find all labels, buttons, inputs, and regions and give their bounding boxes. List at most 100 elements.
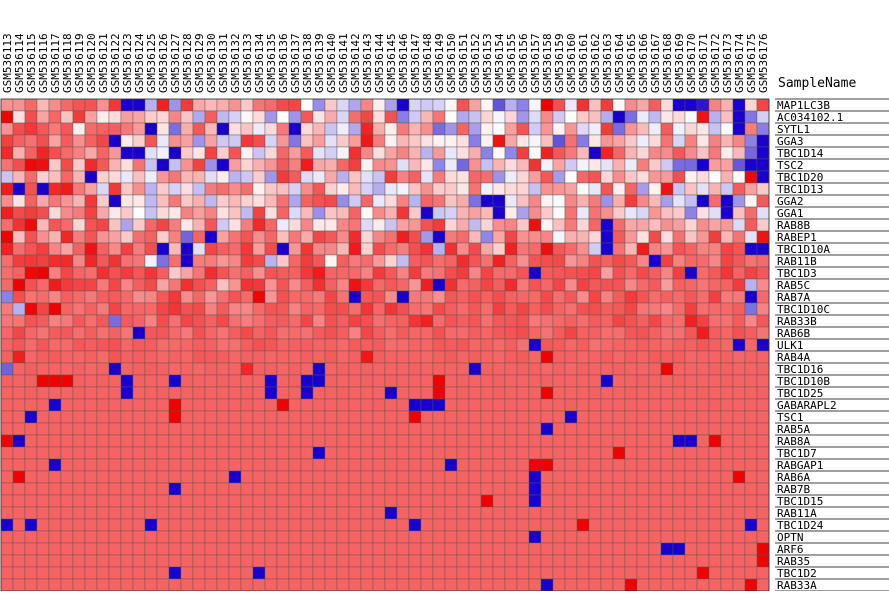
heatmap-cell (168, 242, 182, 256)
heatmap-cell (60, 290, 74, 304)
heatmap-cell (552, 98, 566, 112)
heatmap-cell (444, 290, 458, 304)
heatmap-cell (732, 446, 746, 460)
heatmap-cell (0, 98, 14, 112)
heatmap-cell (540, 362, 554, 376)
heatmap-cell (600, 410, 614, 424)
heatmap-cell (720, 242, 734, 256)
heatmap-cell (600, 278, 614, 292)
heatmap-cell (576, 494, 590, 508)
heatmap-cell (708, 230, 722, 244)
heatmap-cell (288, 518, 302, 532)
heatmap-cell (96, 470, 110, 484)
heatmap-cell (0, 242, 14, 256)
heatmap-cell (624, 110, 638, 124)
heatmap-cell (132, 242, 146, 256)
heatmap-cell (372, 578, 386, 592)
heatmap-cell (744, 254, 758, 268)
heatmap-cell (600, 434, 614, 448)
heatmap-cell (504, 170, 518, 184)
heatmap-cell (660, 218, 674, 232)
heatmap-cell (708, 494, 722, 508)
heatmap-cell (108, 314, 122, 328)
heatmap-cell (192, 290, 206, 304)
heatmap-cell (300, 254, 314, 268)
heatmap-cell (516, 566, 530, 580)
heatmap-cell (576, 230, 590, 244)
heatmap-cell (420, 578, 434, 592)
heatmap-cell (12, 398, 26, 412)
heatmap-cell (540, 530, 554, 544)
row-label: TBC1D10B (777, 375, 830, 388)
heatmap-cell (216, 446, 230, 460)
heatmap-cell (132, 542, 146, 556)
heatmap-cell (480, 470, 494, 484)
heatmap-cell (744, 338, 758, 352)
heatmap-cell (276, 146, 290, 160)
heatmap-cell (384, 386, 398, 400)
heatmap-cell (48, 578, 62, 592)
heatmap-cell (732, 278, 746, 292)
heatmap-cell (732, 482, 746, 496)
heatmap-cell (96, 122, 110, 136)
heatmap-cell (300, 242, 314, 256)
heatmap-cell (624, 146, 638, 160)
heatmap-cell (120, 302, 134, 316)
heatmap-cell (564, 446, 578, 460)
heatmap-cell (204, 494, 218, 508)
heatmap-cell (504, 278, 518, 292)
heatmap-cell (288, 566, 302, 580)
heatmap-cell (360, 578, 374, 592)
heatmap-cell (516, 302, 530, 316)
heatmap-cell (240, 482, 254, 496)
heatmap-cell (384, 446, 398, 460)
heatmap-cell (192, 326, 206, 340)
heatmap-cell (24, 350, 38, 364)
heatmap-cell (372, 566, 386, 580)
heatmap-cell (576, 146, 590, 160)
heatmap-cell (300, 422, 314, 436)
heatmap-cell (408, 374, 422, 388)
heatmap-cell (252, 290, 266, 304)
heatmap-cell (660, 482, 674, 496)
heatmap-cell (600, 134, 614, 148)
heatmap-cell (648, 146, 662, 160)
heatmap-cell (564, 350, 578, 364)
heatmap-cell (504, 134, 518, 148)
heatmap-cell (60, 194, 74, 208)
heatmap-cell (624, 434, 638, 448)
heatmap-cell (60, 446, 74, 460)
heatmap-cell (552, 386, 566, 400)
heatmap-cell (240, 278, 254, 292)
heatmap-cell (744, 158, 758, 172)
heatmap-cell (204, 110, 218, 124)
heatmap-cell (36, 482, 50, 496)
heatmap-cell (420, 374, 434, 388)
heatmap-cell (744, 266, 758, 280)
heatmap-cell (432, 542, 446, 556)
column-label: GSM536126 (157, 33, 170, 93)
heatmap-cell (72, 206, 86, 220)
heatmap-cell (96, 542, 110, 556)
heatmap-cell (564, 158, 578, 172)
heatmap-cell (420, 386, 434, 400)
heatmap-cell (300, 290, 314, 304)
heatmap-cell (180, 458, 194, 472)
heatmap-cell (384, 266, 398, 280)
heatmap-cell (648, 458, 662, 472)
heatmap-cell (648, 134, 662, 148)
heatmap-cell (696, 410, 710, 424)
heatmap-cell (588, 122, 602, 136)
heatmap-cell (600, 302, 614, 316)
heatmap-cell (552, 350, 566, 364)
heatmap-cell (24, 482, 38, 496)
heatmap-cell (336, 314, 350, 328)
heatmap-cell (360, 314, 374, 328)
heatmap-cell (192, 98, 206, 112)
heatmap-cell (12, 182, 26, 196)
heatmap-cell (756, 110, 770, 124)
heatmap-cell (324, 98, 338, 112)
heatmap-cell (120, 578, 134, 592)
heatmap-cell (612, 362, 626, 376)
heatmap-cell (360, 230, 374, 244)
